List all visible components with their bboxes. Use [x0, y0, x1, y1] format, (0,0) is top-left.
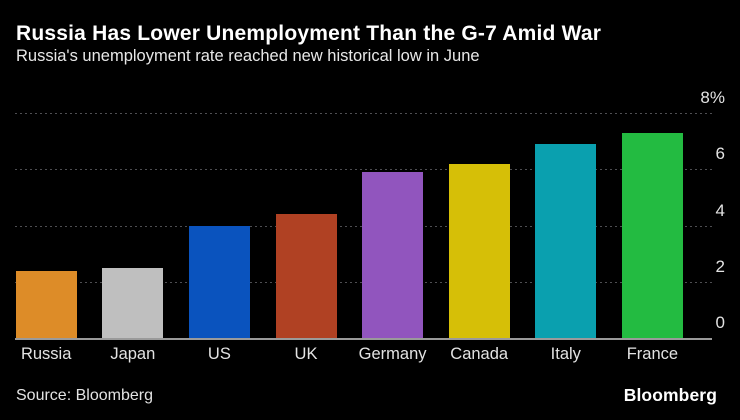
- y-axis-tick-6: 6: [715, 144, 725, 164]
- bar-canada: [448, 163, 510, 338]
- category-label-canada: Canada: [450, 345, 509, 363]
- y-axis-tick-2: 2: [715, 256, 725, 276]
- y-axis-tick-4: 4: [715, 200, 725, 220]
- y-axis-tick-0: 0: [715, 313, 725, 332]
- chart-title: Russia Has Lower Unemployment Than the G…: [16, 22, 602, 45]
- bloomberg-logo: Bloomberg: [623, 385, 717, 405]
- category-label-uk: UK: [294, 345, 318, 363]
- y-gridline-8: [15, 113, 712, 114]
- category-label-italy: Italy: [550, 345, 581, 363]
- bar-france: [621, 132, 683, 338]
- bar-us: [188, 225, 250, 338]
- category-label-france: France: [626, 345, 679, 363]
- x-axis-baseline: [15, 338, 712, 340]
- bar-russia: [15, 270, 77, 338]
- bar-uk: [275, 214, 337, 339]
- bar-germany: [362, 172, 424, 338]
- bar-italy: [535, 143, 597, 338]
- category-label-japan: Japan: [110, 345, 156, 363]
- category-label-us: US: [207, 345, 231, 363]
- category-label-germany: Germany: [358, 345, 427, 363]
- bar-japan: [102, 267, 164, 338]
- y-gridline-6: [15, 169, 712, 171]
- y-axis-tick-8: 8%: [700, 88, 725, 107]
- chart-subtitle: Russia's unemployment rate reached new h…: [16, 47, 480, 65]
- category-label-russia: Russia: [20, 345, 72, 363]
- source-note: Source: Bloomberg: [16, 387, 153, 404]
